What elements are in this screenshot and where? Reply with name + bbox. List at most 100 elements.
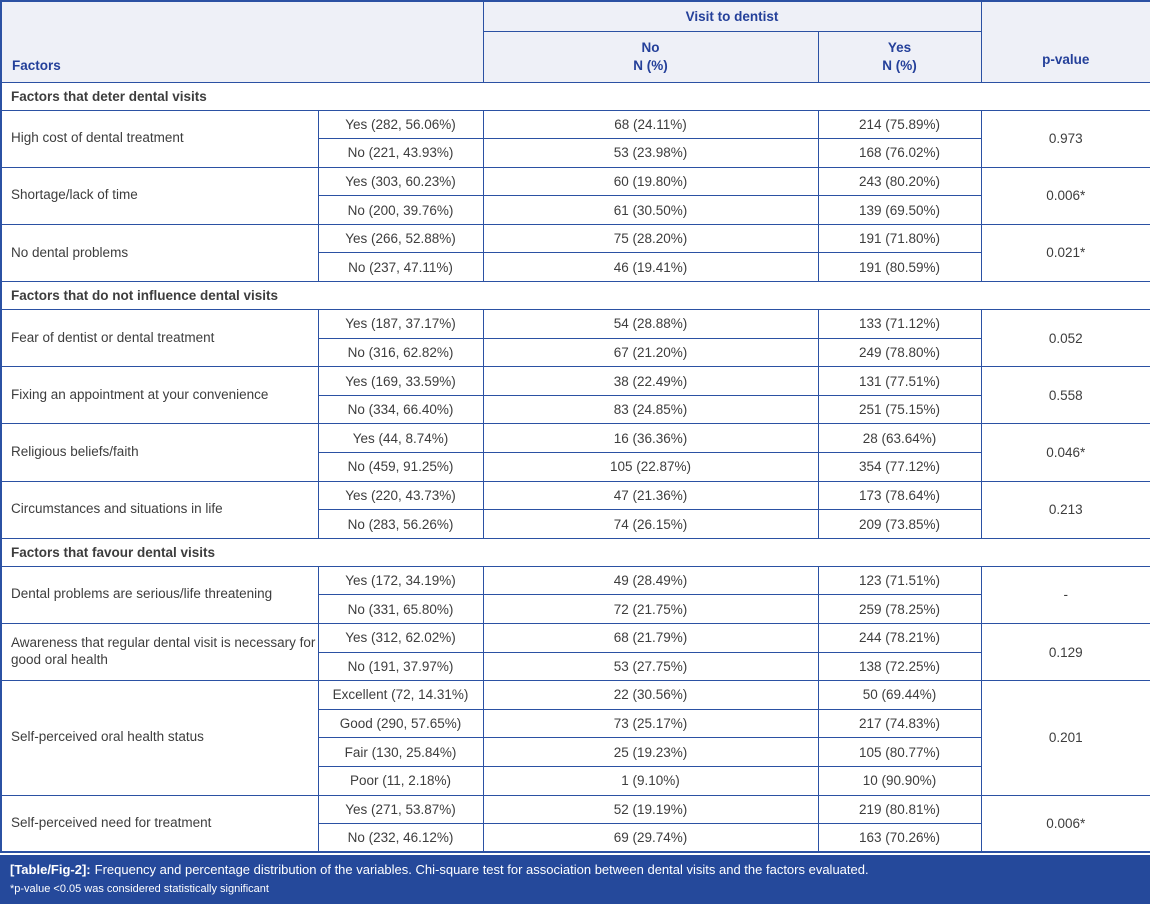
yes-count-cell: 214 (75.89%) [817, 109, 982, 140]
no-count-cell: 1 (9.10%) [482, 765, 819, 796]
table-row: Circumstances and situations in life Yes… [0, 480, 1150, 539]
p-value-column-header: p-value [980, 0, 1150, 83]
no-count-cell: 60 (19.80%) [482, 166, 819, 197]
factor-name-cell: Dental problems are serious/life threate… [0, 565, 319, 625]
p-value-cell: 0.052 [980, 309, 1150, 368]
level-cell: No (316, 62.82%) [317, 337, 484, 368]
no-count-cell: 47 (21.36%) [482, 480, 819, 511]
section-header-row: Factors that favour dental visits [0, 537, 1150, 567]
table-row: No (232, 46.12%) 69 (29.74%) 163 (70.26%… [1, 823, 1150, 853]
level-cell: Yes (44, 8.74%) [317, 423, 484, 454]
yes-column-header-line1: Yes [887, 39, 912, 55]
p-value-cell: 0.201 [980, 680, 1150, 796]
section-title: Factors that favour dental visits [0, 537, 1150, 567]
no-count-cell: 69 (29.74%) [482, 823, 819, 853]
yes-count-cell: 217 (74.83%) [817, 708, 982, 739]
yes-count-cell: 28 (63.64%) [817, 423, 982, 454]
factor-name-cell: Religious beliefs/faith [0, 423, 319, 482]
table-row: Dental problems are serious/life threate… [0, 565, 1150, 625]
level-cell: Yes (220, 43.73%) [317, 480, 484, 511]
table-row: Good (290, 57.65%) 73 (25.17%) 217 (74.8… [1, 708, 1150, 739]
yes-count-cell: 251 (75.15%) [817, 394, 982, 425]
caption-text: Frequency and percentage distribution of… [94, 862, 869, 878]
yes-count-cell: 50 (69.44%) [817, 680, 982, 710]
section-title: Factors that do not influence dental vis… [0, 281, 1150, 311]
factors-column-header: Factors [0, 0, 484, 83]
caption-bar: [Table/Fig-2]: Frequency and percentage d… [0, 855, 1150, 905]
p-value-cell: 0.973 [980, 109, 1150, 168]
level-cell: Yes (271, 53.87%) [317, 794, 484, 825]
table-row: Self-perceived oral health status Excell… [0, 680, 1150, 796]
no-count-cell: 72 (21.75%) [482, 594, 819, 624]
no-count-cell: 53 (27.75%) [482, 651, 819, 682]
no-count-cell: 25 (19.23%) [482, 737, 819, 767]
yes-column-header-line2: N (%) [882, 57, 917, 73]
yes-count-cell: 139 (69.50%) [817, 195, 982, 225]
table-row: Awareness that regular dental visit is n… [0, 622, 1150, 682]
section-title: Factors that deter dental visits [0, 81, 1150, 111]
yes-count-cell: 105 (80.77%) [817, 737, 982, 767]
yes-count-cell: 259 (78.25%) [817, 594, 982, 624]
p-value-cell: 0.129 [980, 622, 1150, 682]
level-cell: No (334, 66.40%) [317, 394, 484, 425]
factor-name-cell: Self-perceived need for treatment [0, 794, 319, 853]
level-cell: Yes (303, 60.23%) [317, 166, 484, 197]
p-value-cell: 0.006* [980, 166, 1150, 225]
yes-count-cell: 133 (71.12%) [817, 309, 982, 339]
table-body: Factors that deter dental visits High co… [0, 81, 1150, 853]
yes-count-cell: 243 (80.20%) [817, 166, 982, 197]
factor-name-cell: Circumstances and situations in life [0, 480, 319, 539]
yes-count-cell: 219 (80.81%) [817, 794, 982, 825]
level-cell: Yes (282, 56.06%) [317, 109, 484, 140]
no-count-cell: 38 (22.49%) [482, 366, 819, 396]
factor-name-cell: Fixing an appointment at your convenienc… [0, 366, 319, 425]
level-cell: Fair (130, 25.84%) [317, 737, 484, 767]
caption-line: [Table/Fig-2]: Frequency and percentage d… [10, 862, 1138, 878]
table-header: Factors Visit to dentist p-value No N (%… [0, 0, 1150, 83]
table-fig-2: Factors Visit to dentist p-value No N (%… [0, 0, 1150, 854]
yes-count-cell: 123 (71.51%) [817, 565, 982, 596]
yes-count-cell: 191 (71.80%) [817, 223, 982, 254]
level-cell: Yes (266, 52.88%) [317, 223, 484, 254]
yes-column-header: Yes N (%) [817, 30, 982, 83]
table-row: No dental problems Yes (266, 52.88%) 75 … [0, 223, 1150, 283]
level-cell: No (191, 37.97%) [317, 651, 484, 682]
level-cell: No (200, 39.76%) [317, 195, 484, 225]
no-count-cell: 49 (28.49%) [482, 565, 819, 596]
level-cell: No (237, 47.11%) [317, 252, 484, 283]
level-cell: Yes (172, 34.19%) [317, 565, 484, 596]
table-row: No (316, 62.82%) 67 (21.20%) 249 (78.80%… [1, 337, 1150, 368]
no-count-cell: 61 (30.50%) [482, 195, 819, 225]
yes-count-cell: 10 (90.90%) [817, 765, 982, 796]
level-cell: No (221, 43.93%) [317, 138, 484, 168]
p-value-cell: 0.046* [980, 423, 1150, 482]
visit-to-dentist-group-header: Visit to dentist [482, 0, 982, 32]
no-count-cell: 16 (36.36%) [482, 423, 819, 454]
yes-count-cell: 173 (78.64%) [817, 480, 982, 511]
no-column-header-line1: No [641, 39, 660, 55]
no-count-cell: 75 (28.20%) [482, 223, 819, 254]
caption-label: [Table/Fig-2]: [10, 862, 91, 878]
no-count-cell: 67 (21.20%) [482, 337, 819, 368]
p-value-cell: 0.006* [980, 794, 1150, 853]
p-value-cell: 0.021* [980, 223, 1150, 283]
yes-count-cell: 168 (76.02%) [817, 138, 982, 168]
p-value-cell: - [980, 565, 1150, 625]
table-row: High cost of dental treatment Yes (282, … [0, 109, 1150, 168]
factor-name-cell: Self-perceived oral health status [0, 680, 319, 796]
level-cell: No (232, 46.12%) [317, 823, 484, 853]
no-column-header: No N (%) [482, 30, 819, 83]
yes-count-cell: 138 (72.25%) [817, 651, 982, 682]
factor-name-cell: High cost of dental treatment [0, 109, 319, 168]
level-cell: No (331, 65.80%) [317, 594, 484, 624]
table-row: Fixing an appointment at your convenienc… [0, 366, 1150, 425]
no-count-cell: 74 (26.15%) [482, 509, 819, 539]
header-row-1: Factors Visit to dentist p-value [0, 0, 1150, 83]
section-header-row: Factors that do not influence dental vis… [0, 281, 1150, 311]
no-count-cell: 83 (24.85%) [482, 394, 819, 425]
no-count-cell: 105 (22.87%) [482, 452, 819, 482]
factor-name-cell: No dental problems [0, 223, 319, 283]
level-cell: Yes (312, 62.02%) [317, 623, 484, 653]
table-row: Religious beliefs/faith Yes (44, 8.74%) … [0, 423, 1150, 482]
